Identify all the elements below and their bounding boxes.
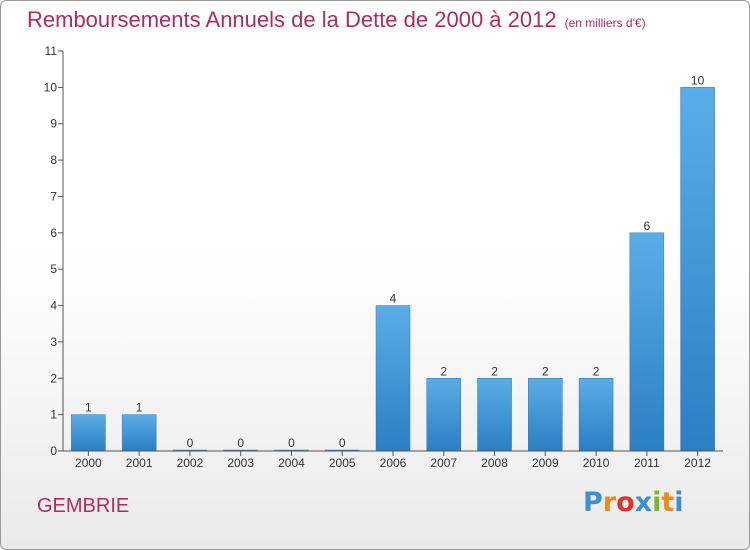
logo-letter: i	[652, 487, 662, 518]
data-label-2003: 0	[237, 436, 244, 450]
chart-title-text: Remboursements Annuels de la Dette de 20…	[27, 7, 557, 32]
y-tick-label: 5	[50, 262, 57, 276]
data-label-2012: 10	[691, 73, 705, 87]
x-tick-label-2003: 2003	[227, 456, 254, 470]
y-tick-label: 3	[50, 335, 57, 349]
x-tick-label-2012: 2012	[684, 456, 711, 470]
bar-2009	[528, 378, 563, 452]
data-label-2011: 6	[644, 219, 651, 233]
logo-letter: P	[583, 487, 603, 518]
commune-name: GEMBRIE	[37, 495, 130, 517]
x-tick-label-2002: 2002	[177, 456, 204, 470]
x-axis: 2000 2001 2002 2003 2004 2005 2006 2007 2008 2009…	[63, 450, 723, 470]
bar-2010	[578, 378, 614, 452]
logo-letter: i	[674, 487, 684, 518]
data-label-2008: 2	[491, 364, 498, 378]
y-tick-label: 4	[50, 299, 57, 313]
y-tick-label: 11	[45, 44, 58, 58]
data-label-2006: 4	[390, 292, 397, 306]
x-tick-label-2009: 2009	[532, 456, 559, 470]
chart-title: Remboursements Annuels de la Dette de 20…	[27, 7, 646, 33]
x-tick-label-2008: 2008	[481, 456, 508, 470]
logo-letter: r	[602, 487, 617, 518]
data-label-2010: 2	[593, 364, 600, 378]
bar-2012	[680, 87, 715, 452]
logo-letter: o	[616, 487, 635, 518]
data-label-2005: 0	[339, 436, 346, 450]
data-label-2001: 1	[136, 401, 143, 415]
x-tick-label-2000: 2000	[75, 456, 102, 470]
y-tick-label: 0	[50, 444, 57, 458]
data-label-2000: 1	[85, 401, 92, 415]
data-label-2009: 2	[542, 364, 549, 378]
x-tick-label-2006: 2006	[380, 456, 407, 470]
y-tick-label: 2	[50, 371, 57, 385]
data-label-2002: 0	[187, 436, 194, 450]
logo-letter: t	[661, 487, 675, 518]
bar-2006	[375, 305, 411, 452]
logo-letter: x	[634, 487, 653, 518]
y-tick-label: 7	[50, 189, 57, 203]
y-axis: 0 1 2 3 4 5 6 7 8 9 10 11	[44, 44, 64, 458]
bar-2007	[426, 378, 462, 452]
bar-2008	[477, 378, 512, 452]
x-tick-label-2010: 2010	[583, 456, 610, 470]
proxiti-logo: Proxiti	[583, 487, 684, 518]
y-tick-label: 10	[44, 80, 58, 94]
x-tick-label-2011: 2011	[634, 456, 660, 470]
data-label-2004: 0	[288, 436, 295, 450]
chart-subtitle: (en milliers d'€)	[564, 16, 646, 30]
x-tick-label-2005: 2005	[329, 456, 356, 470]
bar-2000	[71, 414, 106, 452]
y-tick-label: 1	[50, 408, 57, 422]
x-tick-label-2001: 2001	[126, 456, 153, 470]
x-tick-label-2004: 2004	[278, 456, 305, 470]
y-tick-label: 6	[50, 226, 57, 240]
bar-2011	[629, 232, 665, 452]
y-tick-label: 8	[50, 153, 57, 167]
data-label-2007: 2	[440, 364, 447, 378]
y-tick-label: 9	[50, 117, 57, 131]
x-tick-label-2007: 2007	[430, 456, 457, 470]
bar-2001	[121, 414, 157, 452]
